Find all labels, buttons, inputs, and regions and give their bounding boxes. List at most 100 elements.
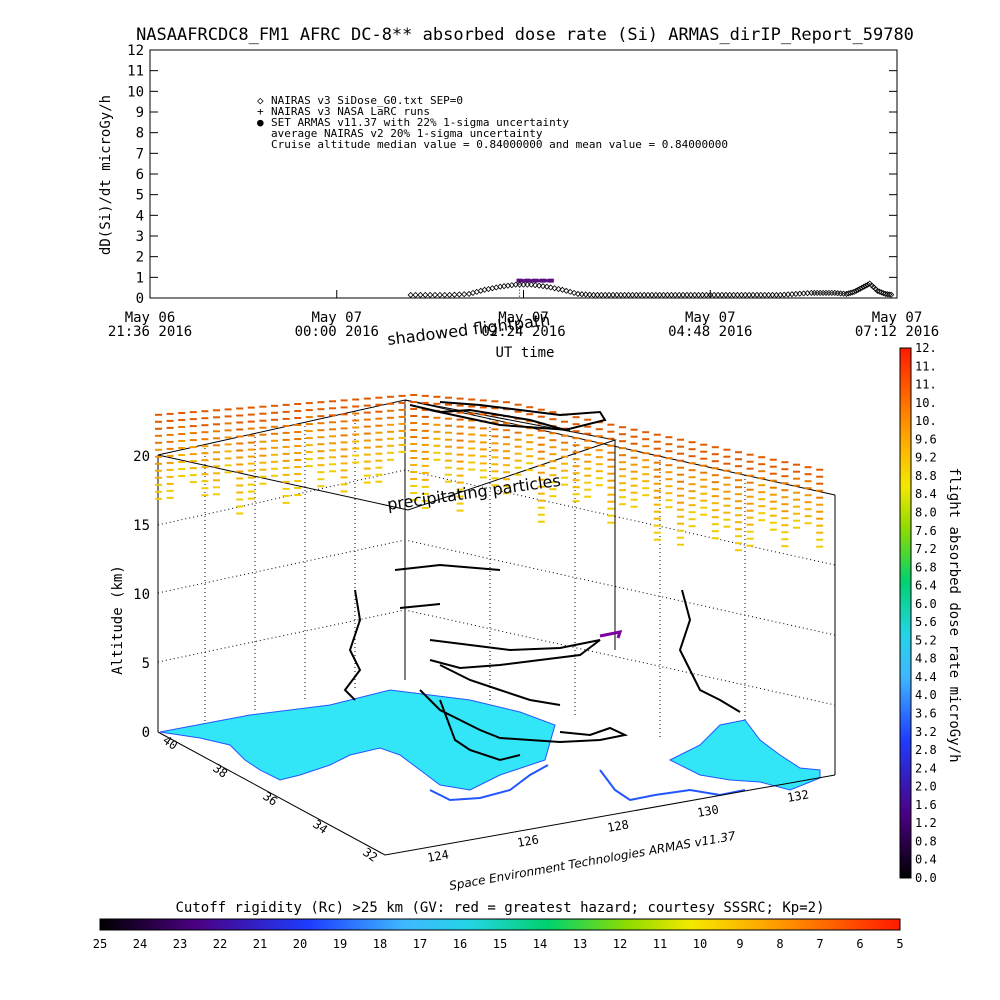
lon-tick-label: 126	[516, 832, 540, 850]
dose-colorbar-tick: 6.8	[915, 560, 937, 574]
rigidity-colorbar-tick: 12	[613, 937, 627, 951]
dose-colorbar-tick: 9.2	[915, 451, 937, 465]
nairas-point	[880, 290, 887, 297]
y-tick-label: 6	[136, 167, 144, 183]
legend-label: Cruise altitude median value = 0.8400000…	[271, 138, 728, 151]
x-tick-time: 07:12 2016	[855, 324, 939, 340]
rigidity-colorbar-tick: 18	[373, 937, 387, 951]
map-land-japan	[668, 719, 821, 791]
nairas-point	[547, 284, 554, 291]
rigidity-colorbar-tick: 22	[213, 937, 227, 951]
z-tick-label: 10	[133, 587, 150, 603]
nairas-point	[412, 291, 419, 299]
nairas-point	[422, 291, 429, 299]
lat-tick-label: 34	[310, 817, 330, 837]
dose-colorbar-tick: 7.2	[915, 542, 937, 556]
rigidity-colorbar-tick: 5	[896, 937, 903, 951]
dose-colorbar-tick: 4.0	[915, 688, 937, 702]
lon-tick-label: 132	[786, 787, 810, 805]
nairas-point	[427, 291, 434, 299]
dose-colorbar-tick: 9.6	[915, 432, 937, 446]
x-tick-date: May 07	[872, 310, 923, 326]
nairas-point	[563, 287, 570, 294]
dose-colorbar-tick: 2.4	[915, 761, 937, 775]
rigidity-colorbar	[99, 918, 901, 931]
nairas-point	[567, 288, 574, 295]
annotation-precipitating-particles: precipitating particles	[386, 471, 562, 514]
rigidity-colorbar-tick: 11	[653, 937, 667, 951]
credit-text: Space Environment Technologies ARMAS v11…	[448, 829, 737, 893]
nairas-point	[855, 286, 862, 293]
x-tick-time: 04:48 2016	[668, 324, 752, 340]
rigidity-colorbar-tick: 20	[293, 937, 307, 951]
dose-colorbar-ticks: 0.0 0.4 0.8 1.2 1.6 2.0 2.4 2.8 3.2 3.6 4.0 4.4 4.8 5…	[915, 341, 937, 885]
y-tick-label: 9	[136, 105, 144, 121]
y-tick-label: 7	[136, 146, 144, 162]
nairas-point	[543, 283, 550, 290]
annotation-shadowed-flightpath: shadowed flightpath	[386, 310, 551, 349]
legend-symbol: ●	[257, 116, 264, 129]
flight-track	[343, 401, 741, 762]
nairas-point	[528, 281, 535, 288]
nairas-point	[582, 291, 589, 298]
nairas-point	[874, 287, 881, 294]
nairas-point	[559, 286, 566, 293]
lon-tick-label: 124	[426, 847, 450, 865]
y-tick-label: 4	[136, 208, 144, 224]
dose-colorbar-tick: 6.4	[915, 579, 937, 593]
nairas-point	[878, 289, 885, 296]
nairas-point	[882, 290, 889, 297]
dose-colorbar-tick: 11.	[915, 378, 937, 392]
dose-colorbar-tick: 2.8	[915, 743, 937, 757]
dose-colorbar-tick: 5.2	[915, 633, 937, 647]
lon-axis: 124 126 128 130 132	[426, 787, 810, 865]
dose-colorbar-tick: 8.8	[915, 469, 937, 483]
y-tick-label: 12	[127, 43, 144, 59]
y-tick-label: 10	[127, 84, 144, 100]
rigidity-colorbar-tick: 9	[736, 937, 743, 951]
box-floor	[157, 731, 836, 856]
nairas-point	[862, 282, 869, 289]
rigidity-colorbar-tick: 25	[93, 937, 107, 951]
nairas-point	[441, 291, 448, 299]
y-tick-label: 11	[127, 64, 144, 80]
rigidity-colorbar-tick: 17	[413, 937, 427, 951]
dose-colorbar-tick: 2.0	[915, 780, 937, 794]
rigidity-colorbar-ticks: 25 24 23 22 21 20 19 18 17 16 15 14 13 12 11 10 9 8 7 6 5	[93, 937, 904, 951]
y-tick-label: 8	[136, 126, 144, 142]
rigidity-colorbar-tick: 8	[776, 937, 783, 951]
rigidity-colorbar-tick: 21	[253, 937, 267, 951]
rigidity-colorbar-tick: 24	[133, 937, 147, 951]
flight-3d-view: precipitating particles Altitude (km) 0 5…	[110, 394, 836, 893]
y-tick-label: 2	[136, 250, 144, 266]
nairas-point	[876, 288, 883, 295]
legend-label: NAIRAS v3 SiDose_G0.txt SEP=0	[271, 94, 463, 107]
map-land-korea	[159, 689, 556, 791]
nairas-point	[436, 291, 443, 299]
nairas-point	[860, 283, 867, 290]
nairas-point	[539, 283, 547, 290]
legend-symbol: +	[257, 105, 264, 118]
nairas-point	[586, 291, 593, 298]
x-tick-time: 21:36 2016	[108, 324, 192, 340]
nairas-point	[888, 291, 895, 298]
dose-colorbar-tick: 4.8	[915, 652, 937, 666]
dose-colorbar-tick: 4.4	[915, 670, 937, 684]
plot-frame	[149, 49, 898, 299]
precipitating-particles	[155, 394, 824, 552]
nairas-point	[456, 291, 463, 298]
y-axis-label: dD(Si)/dt microGy/h	[98, 95, 114, 255]
dose-colorbar-tick: 11.	[915, 359, 937, 373]
nairas-point	[431, 291, 439, 299]
x-tick-time: 02:24 2016	[481, 324, 565, 340]
track-armas-measure	[599, 630, 623, 639]
x-tick-date: May 07	[311, 310, 362, 326]
lat-tick-label: 36	[260, 789, 280, 809]
dose-colorbar-tick: 7.6	[915, 524, 937, 538]
rigidity-colorbar-tick: 10	[693, 937, 707, 951]
rigidity-colorbar-tick: 7	[816, 937, 823, 951]
dose-colorbar-tick: 10.	[915, 414, 937, 428]
dose-colorbar-tick: 0.4	[915, 853, 937, 867]
nairas-point	[856, 285, 864, 292]
